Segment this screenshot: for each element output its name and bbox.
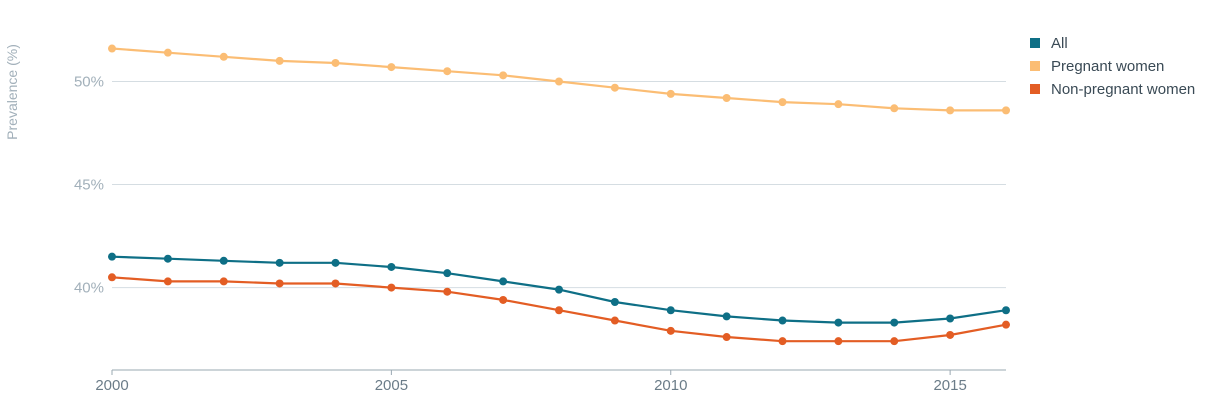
data-point-non-pregnant-women[interactable] (219, 277, 228, 286)
data-point-pregnant-women[interactable] (890, 104, 899, 113)
legend-swatch (1030, 61, 1040, 71)
data-point-non-pregnant-women[interactable] (163, 277, 172, 286)
data-point-all[interactable] (499, 277, 508, 286)
data-point-pregnant-women[interactable] (834, 100, 843, 109)
data-point-non-pregnant-women[interactable] (890, 337, 899, 346)
data-point-non-pregnant-women[interactable] (778, 337, 787, 346)
data-point-non-pregnant-women[interactable] (331, 279, 340, 288)
legend-swatch (1030, 84, 1040, 94)
data-point-all[interactable] (108, 252, 116, 261)
y-tick-label: 45% (74, 177, 104, 194)
data-point-all[interactable] (722, 312, 731, 321)
legend: All Pregnant women Non-pregnant women (1030, 35, 1195, 98)
y-axis-title: Prevalence (%) (4, 44, 20, 140)
data-point-pregnant-women[interactable] (499, 71, 508, 80)
data-point-all[interactable] (890, 318, 899, 327)
data-point-non-pregnant-women[interactable] (666, 326, 675, 335)
legend-label: Pregnant women (1051, 58, 1164, 75)
data-point-pregnant-women[interactable] (1002, 106, 1010, 115)
data-point-pregnant-women[interactable] (331, 58, 340, 67)
data-point-pregnant-women[interactable] (555, 77, 563, 86)
y-tick-label: 50% (74, 74, 104, 91)
data-point-pregnant-women[interactable] (108, 44, 116, 53)
data-point-all[interactable] (666, 306, 675, 315)
data-point-non-pregnant-women[interactable] (1002, 320, 1010, 329)
data-point-pregnant-women[interactable] (275, 56, 284, 65)
data-point-pregnant-women[interactable] (443, 67, 452, 76)
data-point-all[interactable] (387, 262, 396, 271)
x-tick-label: 2015 (933, 377, 966, 394)
gridlines (112, 81, 1006, 289)
data-point-non-pregnant-women[interactable] (387, 283, 396, 292)
data-point-all[interactable] (443, 269, 452, 278)
data-point-non-pregnant-women[interactable] (443, 287, 452, 296)
data-point-pregnant-women[interactable] (610, 83, 619, 92)
y-tick-label: 40% (74, 280, 104, 297)
data-point-pregnant-women[interactable] (219, 52, 228, 61)
data-point-pregnant-women[interactable] (946, 106, 955, 115)
data-point-pregnant-women[interactable] (722, 94, 731, 102)
x-tick-label: 2000 (95, 377, 128, 394)
data-point-non-pregnant-women[interactable] (275, 279, 284, 288)
data-point-non-pregnant-women[interactable] (722, 333, 731, 342)
legend-label: All (1051, 35, 1068, 52)
data-point-all[interactable] (778, 316, 787, 325)
data-point-all[interactable] (610, 298, 619, 306)
data-point-pregnant-women[interactable] (163, 48, 172, 57)
legend-item-all[interactable]: All (1030, 35, 1068, 52)
data-point-non-pregnant-women[interactable] (610, 316, 619, 325)
data-point-pregnant-women[interactable] (387, 63, 396, 72)
data-point-all[interactable] (331, 258, 340, 267)
data-point-all[interactable] (555, 285, 563, 294)
x-tick-label: 2010 (654, 377, 687, 394)
legend-swatch (1030, 38, 1040, 48)
data-point-all[interactable] (219, 256, 228, 265)
data-point-non-pregnant-women[interactable] (946, 330, 955, 339)
data-point-all[interactable] (834, 318, 843, 327)
x-tick-label: 2005 (375, 377, 408, 394)
data-point-non-pregnant-women[interactable] (499, 295, 508, 304)
data-point-all[interactable] (275, 258, 284, 267)
data-point-pregnant-women[interactable] (778, 98, 787, 107)
data-point-all[interactable] (1002, 306, 1010, 315)
data-point-all[interactable] (946, 314, 955, 323)
legend-item-non-pregnant-women[interactable]: Non-pregnant women (1030, 81, 1195, 98)
data-point-non-pregnant-women[interactable] (834, 337, 843, 346)
legend-label: Non-pregnant women (1051, 81, 1195, 98)
legend-item-pregnant-women[interactable]: Pregnant women (1030, 58, 1164, 75)
data-point-non-pregnant-women[interactable] (108, 273, 116, 282)
data-point-pregnant-women[interactable] (666, 89, 675, 98)
data-point-all[interactable] (163, 254, 172, 263)
series-group (108, 44, 1010, 346)
axes: 40% 45% 50% 2000 2005 2010 2015 (74, 74, 1006, 394)
data-point-non-pregnant-women[interactable] (555, 306, 563, 315)
